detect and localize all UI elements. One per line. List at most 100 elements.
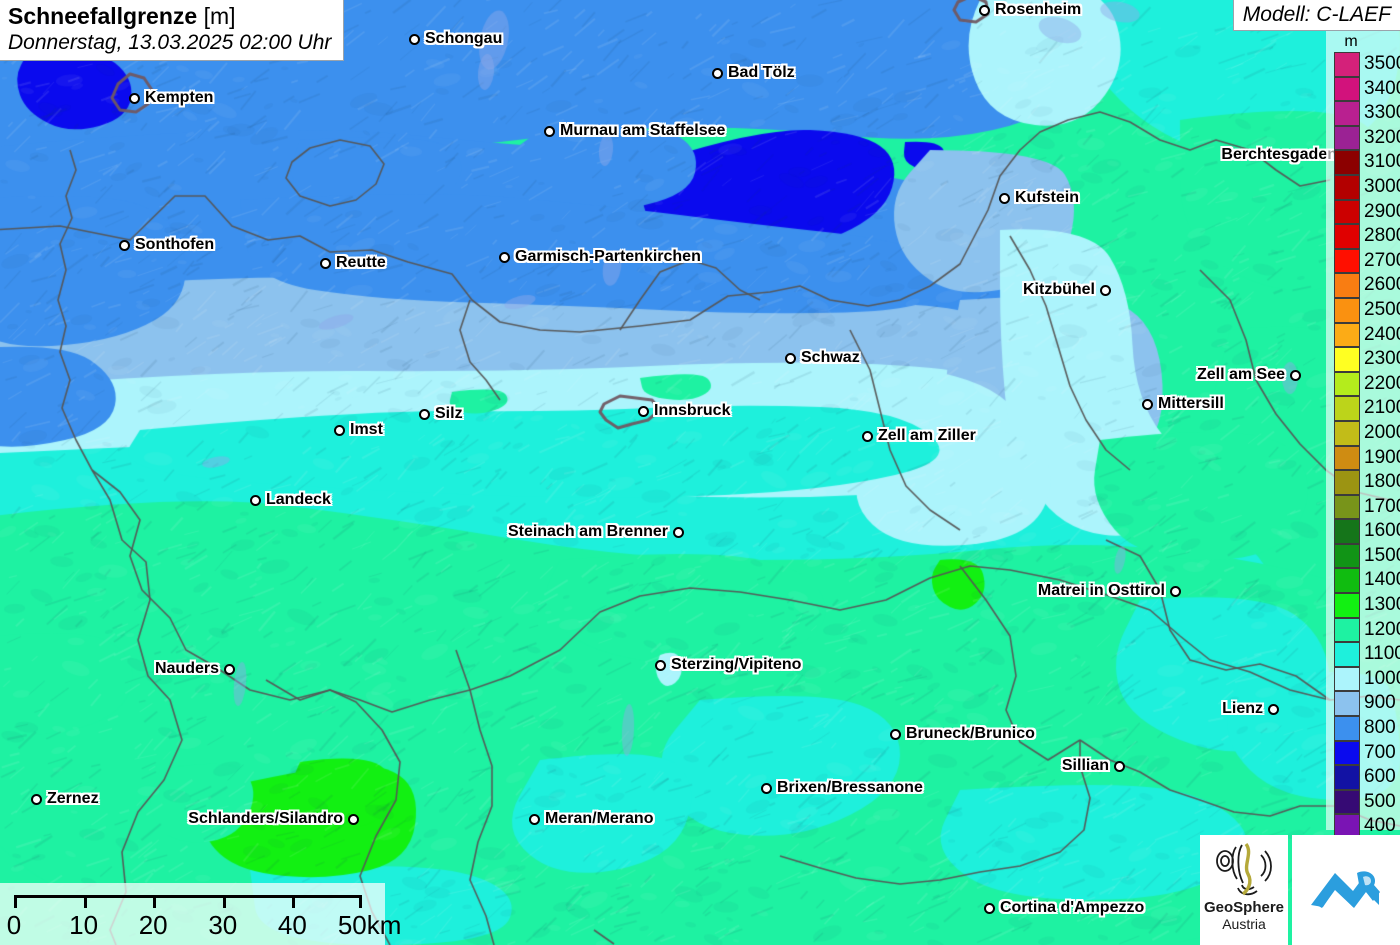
title-parameter: Schneefallgrenze [8, 3, 198, 29]
city-point-icon [129, 92, 140, 104]
city-marker-label[interactable]: Brixen/Bressanone [761, 780, 923, 796]
legend-value-label: 1000 [1364, 667, 1400, 689]
city-name: Schlanders/Silandro [188, 810, 343, 827]
legend-value-label: 1400 [1364, 569, 1400, 591]
scale-tick-label: 10 [69, 910, 99, 940]
legend-swatch [1334, 666, 1360, 692]
legend-entry: 800 [1334, 716, 1396, 741]
city-marker-label[interactable]: Nauders [155, 661, 235, 677]
geosphere-logo[interactable]: GeoSphere Austria [1200, 835, 1288, 945]
city-name: Zernez [47, 790, 99, 807]
city-name: Sillian [1061, 757, 1109, 774]
city-name: Berchtesgaden [1221, 146, 1337, 163]
city-point-icon [979, 4, 990, 16]
city-marker-label[interactable]: Zernez [31, 791, 99, 807]
legend-value-label: 3200 [1364, 126, 1400, 148]
city-marker-label[interactable]: Schongau [409, 31, 502, 47]
city-marker-label[interactable]: Schlanders/Silandro [188, 811, 359, 827]
scale-tick-label: 40 [277, 910, 307, 940]
legend-entry: 3500 [1334, 52, 1400, 77]
city-marker-label[interactable]: Kufstein [999, 190, 1079, 206]
city-point-icon [785, 352, 796, 364]
city-marker-label[interactable]: Sillian [1062, 758, 1125, 774]
legend-swatch [1334, 248, 1360, 274]
city-marker-label[interactable]: Murnau am Staffelsee [544, 123, 725, 139]
secondary-logo[interactable] [1292, 835, 1400, 945]
legend-swatch [1334, 765, 1360, 790]
city-marker-label[interactable]: Silz [419, 406, 463, 422]
city-name: Innsbruck [654, 402, 731, 419]
city-point-icon [31, 793, 42, 805]
city-name: Murnau am Staffelsee [560, 122, 726, 139]
legend-value-label: 2000 [1364, 421, 1400, 443]
city-marker-label[interactable]: Innsbruck [638, 403, 730, 419]
city-marker-label[interactable]: Rosenheim [979, 2, 1081, 18]
city-marker-label[interactable]: Sonthofen [119, 237, 214, 253]
scale-bar: 0 10 20 30 40 50km [0, 883, 402, 945]
city-name: Reutte [336, 254, 386, 271]
legend-swatch [1334, 642, 1360, 667]
geosphere-logo-line2: Austria [1222, 916, 1266, 932]
legend-swatch [1334, 593, 1360, 618]
legend-entry: 2700 [1334, 248, 1400, 274]
legend-entry: 2300 [1334, 347, 1400, 372]
city-marker-label[interactable]: Sterzing/Vipiteno [655, 657, 801, 673]
scale-bar-rule [14, 895, 362, 908]
city-point-icon [862, 430, 873, 442]
legend-value-label: 2700 [1364, 249, 1400, 271]
map-title-box: Schneefallgrenze [m] Donnerstag, 13.03.2… [0, 0, 345, 61]
legend-value-label: 2100 [1364, 397, 1400, 419]
city-marker-label[interactable]: Meran/Merano [529, 811, 653, 827]
legend-panel: m 35003400330032003100300029002800270026… [1326, 30, 1400, 913]
legend-value-label: 1900 [1364, 446, 1400, 468]
city-marker-label[interactable]: Garmisch-Partenkirchen [499, 249, 701, 265]
legend-entry: 3000 [1334, 174, 1400, 200]
city-marker-label[interactable]: Zell am Ziller [862, 428, 976, 444]
scale-tick-label: 20 [138, 910, 168, 940]
city-marker-label[interactable]: Kempten [129, 90, 213, 106]
city-marker-label[interactable]: Bruneck/Brunico [890, 726, 1035, 742]
legend-value-label: 3100 [1364, 151, 1400, 173]
city-marker-label[interactable]: Landeck [250, 492, 331, 508]
legend-value-label: 1300 [1364, 594, 1400, 616]
legend-value-label: 2500 [1364, 298, 1400, 320]
city-marker-label[interactable]: Matrei in Osttirol [1038, 583, 1181, 599]
legend-swatch [1334, 125, 1360, 151]
city-marker-label[interactable]: Bad Tölz [712, 65, 795, 81]
city-point-icon [1290, 369, 1301, 381]
legend-entry: 1900 [1334, 445, 1400, 471]
city-marker-label[interactable]: Schwaz [785, 350, 860, 366]
legend-swatch [1334, 814, 1360, 839]
scale-tick [14, 895, 17, 908]
city-name: Rosenheim [995, 1, 1082, 18]
legend-entry: 400 [1334, 814, 1396, 839]
legend-swatch [1334, 519, 1360, 544]
city-marker-label[interactable]: Imst [334, 422, 383, 438]
city-point-icon [1268, 703, 1279, 715]
scale-bar-line [14, 895, 362, 898]
legend-entry: 1600 [1334, 519, 1400, 544]
city-marker-label[interactable]: Lienz [1222, 701, 1279, 717]
legend-swatch [1334, 76, 1360, 102]
city-marker-label[interactable]: Steinach am Brenner [508, 524, 684, 540]
legend-value-label: 900 [1364, 692, 1396, 714]
scale-bar-labels: 0 10 20 30 40 50km [0, 909, 402, 943]
swirl-contour-icon [1216, 842, 1272, 896]
legend-swatch [1334, 445, 1360, 471]
city-marker-label[interactable]: Mittersill [1142, 396, 1224, 412]
scale-tick-label: 0 [6, 910, 22, 940]
city-marker-label[interactable]: Cortina d'Ampezzo [984, 900, 1144, 916]
city-point-icon [1114, 760, 1125, 772]
legend-value-label: 3400 [1364, 77, 1400, 99]
legend-value-label: 800 [1364, 717, 1396, 739]
city-marker-label[interactable]: Kitzbühel [1023, 282, 1111, 298]
city-marker-label[interactable]: Zell am See [1197, 367, 1301, 383]
city-marker-label[interactable]: Reutte [320, 255, 386, 271]
legend-swatch [1334, 568, 1360, 594]
city-name: Imst [350, 421, 383, 438]
city-point-icon [890, 728, 901, 740]
blue-chevron-icon [1311, 871, 1380, 908]
legend-value-label: 3500 [1364, 53, 1400, 74]
city-name: Lienz [1222, 700, 1263, 717]
